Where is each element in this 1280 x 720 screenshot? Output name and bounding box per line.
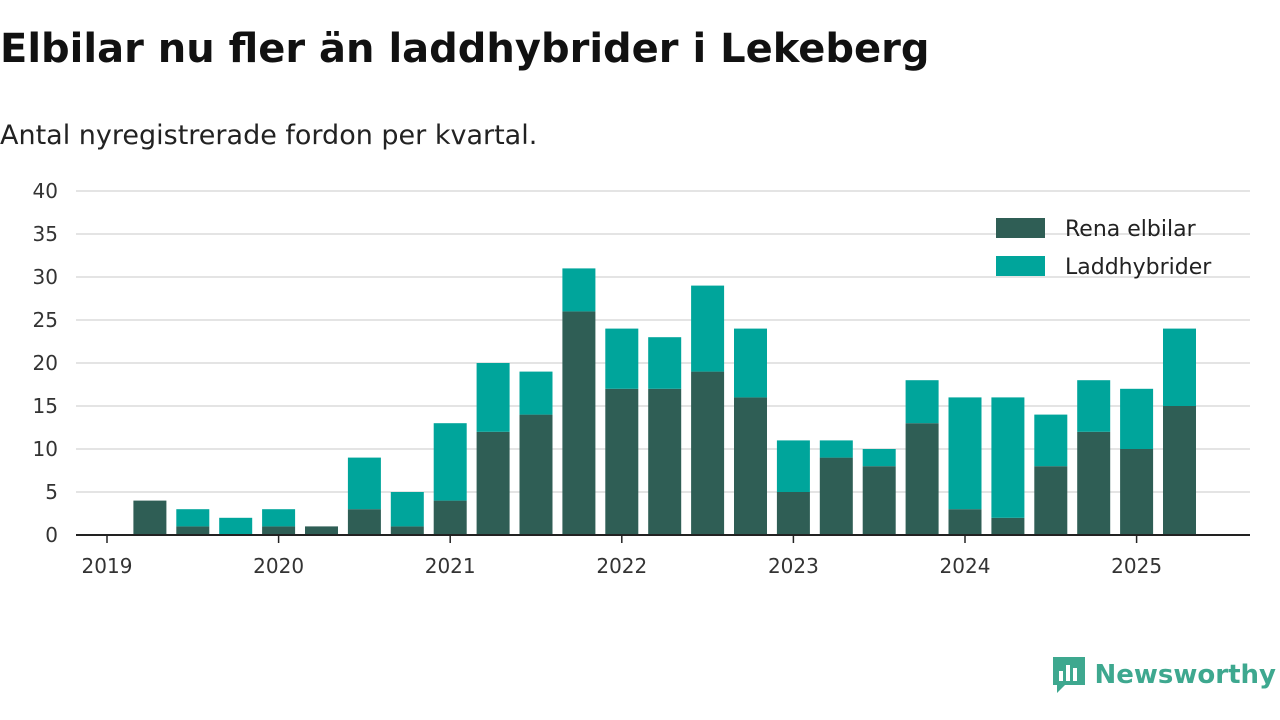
- y-tick-label: 0: [45, 523, 58, 547]
- chart-subtitle: Antal nyregistrerade fordon per kvartal.: [0, 120, 538, 151]
- x-tick-label: 2024: [940, 554, 991, 578]
- bar-laddhybrider: [734, 328, 767, 398]
- bar-laddhybrider: [1034, 414, 1068, 467]
- bar-laddhybrider: [991, 397, 1025, 518]
- y-tick-label: 40: [33, 179, 58, 203]
- bar-laddhybrider: [948, 397, 982, 510]
- bar-rena-elbilar: [734, 397, 767, 535]
- bar-rena-elbilar: [305, 526, 338, 535]
- bar-rena-elbilar: [1077, 431, 1111, 535]
- bar-rena-elbilar: [1034, 466, 1068, 535]
- y-tick-label: 15: [33, 394, 58, 418]
- bar-laddhybrider: [262, 509, 296, 527]
- bar-rena-elbilar: [476, 431, 510, 535]
- bar-laddhybrider: [347, 457, 381, 510]
- bar-laddhybrider: [390, 492, 424, 527]
- bar-rena-elbilar: [262, 526, 296, 535]
- bars: [133, 268, 1196, 535]
- newsworthy-logo-icon: [1052, 657, 1085, 693]
- legend-swatch-laddhybrider: [996, 256, 1045, 276]
- y-tick-label: 10: [33, 437, 58, 461]
- bar-laddhybrider: [862, 449, 896, 467]
- y-tick-label: 35: [33, 222, 58, 246]
- bar-rena-elbilar: [862, 466, 896, 535]
- bar-laddhybrider: [648, 337, 682, 389]
- y-tick-label: 20: [33, 351, 58, 375]
- bar-laddhybrider: [819, 440, 853, 458]
- newsworthy-logo-text: Newsworthy: [1094, 660, 1276, 690]
- bar-rena-elbilar: [776, 492, 810, 535]
- bar-laddhybrider: [776, 440, 810, 492]
- bar-rena-elbilar: [691, 371, 725, 535]
- legend-label-laddhybrider: Laddhybrider: [1065, 255, 1212, 280]
- bar-laddhybrider: [1077, 380, 1111, 432]
- bar-rena-elbilar: [1120, 449, 1154, 535]
- bar-rena-elbilar: [948, 509, 982, 535]
- bar-rena-elbilar: [1163, 406, 1196, 535]
- legend: Rena elbilar Laddhybrider: [996, 217, 1212, 280]
- bar-rena-elbilar: [176, 526, 210, 535]
- chart-title: Elbilar nu fler än laddhybrider i Lekebe…: [0, 26, 930, 72]
- x-tick-label: 2025: [1111, 554, 1162, 578]
- bar-rena-elbilar: [991, 517, 1025, 535]
- bar-rena-elbilar: [433, 500, 467, 535]
- bar-rena-elbilar: [390, 526, 424, 535]
- bar-laddhybrider: [1120, 388, 1154, 449]
- x-tick-label: 2019: [82, 554, 133, 578]
- legend-swatch-rena-elbilar: [996, 218, 1045, 238]
- x-tick-label: 2020: [253, 554, 304, 578]
- bar-laddhybrider: [219, 517, 253, 535]
- bar-laddhybrider: [691, 285, 725, 372]
- y-tick-label: 5: [45, 480, 58, 504]
- newsworthy-logo: Newsworthy: [1051, 655, 1276, 695]
- bar-laddhybrider: [519, 371, 553, 415]
- x-tick-label: 2023: [768, 554, 819, 578]
- bar-laddhybrider: [562, 268, 596, 312]
- bar-laddhybrider: [476, 363, 510, 432]
- bar-rena-elbilar: [819, 457, 853, 535]
- bar-rena-elbilar: [347, 509, 381, 535]
- bar-rena-elbilar: [519, 414, 553, 535]
- bar-rena-elbilar: [133, 500, 167, 535]
- legend-label-rena-elbilar: Rena elbilar: [1065, 217, 1197, 242]
- bar-rena-elbilar: [562, 311, 596, 535]
- y-tick-label: 30: [33, 265, 58, 289]
- bar-laddhybrider: [433, 423, 467, 501]
- bar-laddhybrider: [176, 509, 210, 527]
- bar-laddhybrider: [605, 328, 639, 389]
- bar-laddhybrider: [1163, 328, 1196, 406]
- bar-rena-elbilar: [648, 388, 682, 535]
- bar-rena-elbilar: [605, 388, 639, 535]
- bar-rena-elbilar: [905, 423, 939, 535]
- x-tick-label: 2022: [596, 554, 647, 578]
- bar-laddhybrider: [905, 380, 939, 424]
- y-tick-label: 25: [33, 308, 58, 332]
- x-tick-label: 2021: [425, 554, 476, 578]
